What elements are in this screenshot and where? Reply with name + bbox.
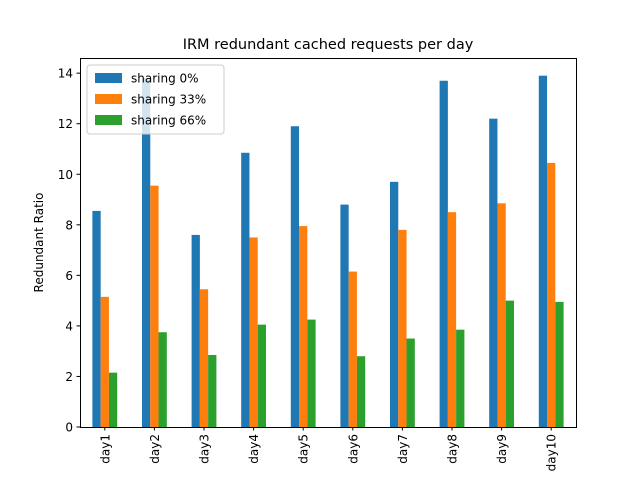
- bar-sharing-0--day6: [340, 204, 349, 427]
- legend-swatch: [95, 94, 122, 104]
- bar-sharing-0--day5: [290, 126, 300, 428]
- bar-sharing-66--day5: [307, 319, 316, 427]
- bar-sharing-66--day4: [257, 324, 266, 427]
- bar-sharing-66--day7: [406, 338, 415, 427]
- bar-sharing-0--day3: [191, 234, 200, 427]
- x-tick-label: day5: [297, 434, 311, 464]
- y-tick-label: 0: [65, 421, 73, 435]
- y-axis-ticks: 0 2 4 6 8 10 12 14: [58, 67, 80, 435]
- x-tick-label: day4: [247, 434, 261, 464]
- legend-label: sharing 33%: [131, 93, 206, 107]
- x-tick-label: day1: [98, 434, 112, 464]
- bar-sharing-0--day1: [92, 210, 101, 427]
- bar-sharing-33--day9: [497, 203, 506, 427]
- bar-sharing-33--day10: [547, 162, 556, 427]
- y-tick-label: 4: [65, 319, 73, 333]
- y-tick-label: 2: [65, 370, 73, 384]
- bar-sharing-66--day9: [505, 300, 514, 427]
- bar-sharing-33--day3: [199, 289, 209, 427]
- x-axis-ticks: day1 day2 day3 day4 day5 day6 day7 day8 day9 day1…: [98, 427, 559, 471]
- bar-sharing-0--day10: [538, 75, 548, 428]
- x-tick-label: day8: [446, 434, 460, 464]
- bar-sharing-0--day7: [390, 181, 399, 427]
- bar-sharing-33--day2: [150, 185, 159, 427]
- bar-sharing-0--day9: [489, 118, 498, 427]
- y-tick-label: 10: [58, 168, 73, 182]
- bars-group: [92, 75, 564, 428]
- x-tick-label: day6: [346, 434, 360, 464]
- bar-sharing-66--day2: [158, 332, 167, 427]
- bar-sharing-33--day6: [348, 271, 357, 427]
- bar-sharing-66--day6: [356, 356, 366, 427]
- bar-sharing-0--day2: [142, 78, 151, 427]
- chart-title: IRM redundant cached requests per day: [183, 37, 474, 53]
- y-tick-label: 14: [58, 67, 73, 81]
- bar-sharing-0--day4: [241, 152, 250, 427]
- plot-frame: [80, 58, 577, 428]
- bar-sharing-66--day10: [555, 301, 564, 427]
- x-tick-label: day7: [396, 434, 410, 464]
- bar-sharing-66--day3: [208, 354, 217, 427]
- legend: sharing 0% sharing 33% sharing 66%: [86, 64, 225, 135]
- bar-sharing-33--day5: [299, 226, 308, 427]
- bar-sharing-66--day1: [108, 372, 118, 427]
- bar-sharing-66--day8: [456, 329, 465, 427]
- x-tick-label: day3: [198, 434, 212, 464]
- bar-sharing-33--day8: [447, 212, 457, 427]
- bar-sharing-33--day7: [398, 229, 407, 427]
- y-tick-label: 8: [65, 218, 73, 232]
- bar-sharing-33--day1: [100, 296, 109, 427]
- y-tick-label: 12: [58, 117, 73, 131]
- legend-label: sharing 66%: [131, 114, 206, 128]
- x-tick-label: day10: [545, 434, 559, 471]
- bar-sharing-0--day8: [439, 80, 448, 427]
- legend-swatch: [95, 115, 122, 125]
- legend-swatch: [95, 73, 122, 83]
- x-tick-label: day2: [148, 434, 162, 464]
- y-tick-label: 6: [65, 269, 73, 283]
- legend-label: sharing 0%: [131, 72, 199, 86]
- y-axis-label: Redundant Ratio: [32, 193, 46, 293]
- x-tick-label: day9: [495, 434, 509, 464]
- bar-sharing-33--day4: [249, 237, 258, 427]
